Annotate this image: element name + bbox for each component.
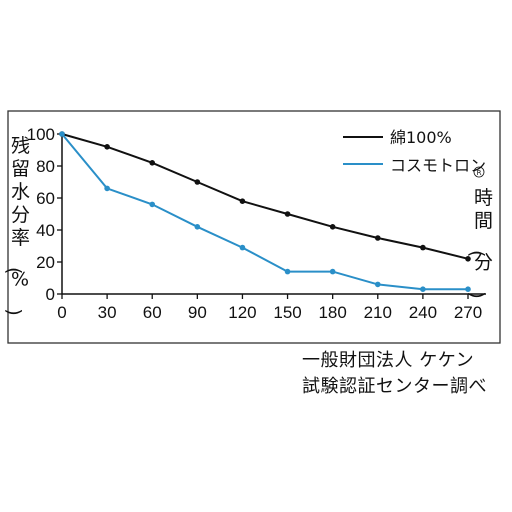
- data-point: [420, 286, 426, 293]
- data-point: [149, 160, 156, 166]
- x-tick-label: 150: [273, 303, 301, 322]
- y-tick-label: 80: [36, 157, 55, 176]
- data-point: [104, 185, 110, 192]
- data-point: [59, 131, 65, 137]
- data-point: [149, 201, 156, 208]
- series-1: [59, 131, 471, 293]
- series-0: [59, 131, 471, 262]
- y-tick-label: 100: [27, 125, 55, 144]
- data-point: [284, 211, 291, 217]
- x-tick-label: 90: [188, 303, 207, 322]
- y-tick-label: 60: [36, 189, 55, 208]
- series-line: [61, 133, 468, 291]
- data-point: [104, 144, 110, 150]
- x-tick-label: 0: [57, 303, 66, 322]
- source-note-line2: 試験認証センター調べ: [302, 376, 487, 397]
- x-tick-label: 240: [409, 303, 437, 322]
- y-tick-label: 20: [36, 253, 55, 272]
- data-point: [465, 286, 471, 293]
- data-point: [465, 255, 471, 262]
- y-axis-label: 残留水分率(%): [3, 135, 30, 316]
- legend-label-cotton: 綿100%: [390, 128, 452, 147]
- x-tick-label: 120: [228, 303, 256, 322]
- chart-frame: [7, 110, 501, 344]
- data-point: [239, 244, 246, 251]
- registered-mark-letter: R: [477, 169, 482, 177]
- data-point: [194, 179, 201, 185]
- y-tick-label: 0: [46, 285, 55, 304]
- legend: 綿100% コスモトロン R: [343, 128, 486, 178]
- data-point: [374, 281, 381, 288]
- data-point: [284, 268, 291, 275]
- data-point: [329, 268, 336, 275]
- data-point: [239, 198, 246, 204]
- x-tick-label: 210: [364, 303, 392, 322]
- registered-mark-icon: [473, 166, 485, 178]
- x-tick-label: 270: [454, 303, 482, 322]
- x-axis-label: 時間(分): [466, 187, 493, 299]
- source-note-line1: 一般財団法人 ケケン: [302, 350, 475, 371]
- x-tick-label: 180: [318, 303, 346, 322]
- legend-label-cosmotron: コスモトロン: [390, 156, 486, 175]
- y-tick-label: 40: [36, 221, 55, 240]
- data-point: [329, 224, 336, 230]
- data-point: [194, 224, 201, 230]
- x-tick-label: 30: [98, 303, 117, 322]
- series-line: [61, 133, 469, 260]
- x-tick-label: 60: [143, 303, 162, 322]
- data-point: [420, 244, 426, 251]
- data-point: [374, 235, 381, 241]
